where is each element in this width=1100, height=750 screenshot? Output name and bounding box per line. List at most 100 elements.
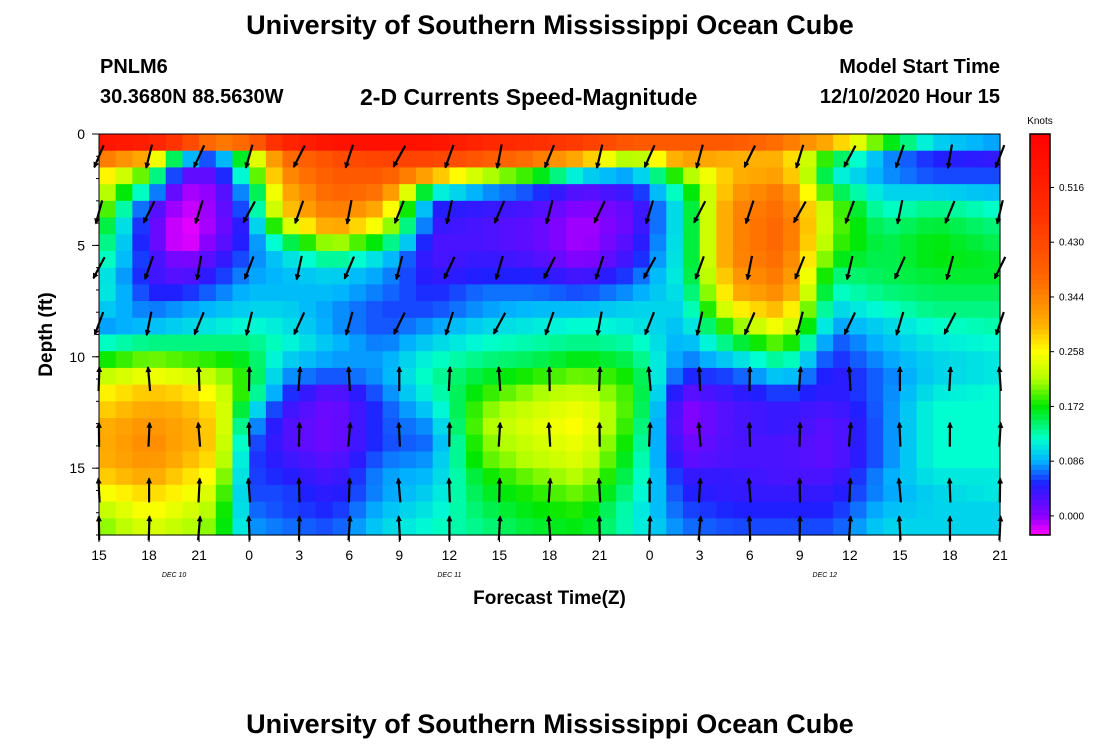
heatmap-cell — [99, 367, 117, 386]
heatmap-cell — [566, 367, 584, 386]
heatmap-cell — [849, 200, 868, 219]
heatmap-cell — [332, 134, 350, 152]
heatmap-cell — [199, 184, 217, 202]
heatmap-cell — [132, 334, 150, 352]
heatmap-cell — [432, 501, 450, 519]
current-arrow — [993, 256, 1007, 280]
heatmap-cell — [666, 200, 684, 219]
heatmap-cell — [332, 401, 350, 419]
heatmap-cell — [149, 217, 167, 235]
heatmap-cell — [165, 468, 184, 486]
heatmap-cell — [699, 484, 717, 503]
heatmap-cell — [165, 518, 184, 536]
heatmap-cell — [849, 217, 868, 235]
heatmap-cell — [349, 468, 367, 486]
heatmap-cell — [549, 434, 567, 453]
heatmap-cell — [582, 217, 601, 235]
heatmap-cell — [199, 484, 217, 503]
heatmap-cell — [532, 418, 551, 436]
heatmap-cell — [799, 301, 818, 319]
heatmap-cell — [616, 317, 634, 336]
current-arrow — [947, 366, 954, 392]
heatmap-cells — [98, 133, 1001, 536]
heatmap-cell — [616, 334, 634, 352]
heatmap-cell — [199, 317, 217, 336]
heatmap-cell — [365, 351, 384, 369]
heatmap-cell — [499, 451, 517, 469]
colorbar-segment — [1030, 294, 1050, 300]
heatmap-cell — [282, 367, 300, 386]
x-tick-label: 3 — [696, 547, 704, 563]
current-arrow — [896, 477, 903, 503]
heatmap-cell — [983, 134, 1001, 152]
heatmap-cell — [215, 217, 234, 235]
colorbar-segment — [1030, 159, 1050, 165]
heatmap-cell — [249, 367, 267, 386]
colorbar-segment — [1030, 154, 1050, 160]
heatmap-cell — [299, 284, 317, 302]
heatmap-cell — [616, 234, 634, 252]
heatmap-cell — [165, 501, 184, 519]
heatmap-cell — [249, 418, 267, 436]
heatmap-cell — [799, 401, 818, 419]
heatmap-cell — [933, 501, 951, 519]
colorbar-segment — [1030, 339, 1050, 346]
heatmap-cell — [833, 468, 851, 486]
heatmap-cell — [616, 167, 634, 185]
heatmap-cell — [416, 434, 434, 453]
heatmap-cell — [449, 418, 467, 436]
colorbar-segment — [1030, 264, 1050, 270]
heatmap-cell — [916, 200, 934, 219]
heatmap-cell — [332, 384, 350, 402]
heatmap-cell — [516, 200, 534, 219]
heatmap-cell — [666, 401, 684, 419]
x-tick-label: 0 — [646, 547, 654, 563]
heatmap-cell — [165, 434, 184, 453]
heatmap-cell — [516, 501, 534, 519]
heatmap-cell — [716, 317, 734, 336]
station-coordinates: 30.3680N 88.5630W — [100, 86, 284, 108]
heatmap-cell — [783, 200, 801, 219]
heatmap-cell — [282, 451, 300, 469]
colorbar-segment — [1030, 439, 1050, 446]
colorbar-segment — [1030, 524, 1050, 531]
heatmap-cell — [416, 468, 434, 486]
heatmap-cell — [482, 184, 501, 202]
heatmap-cell — [499, 334, 517, 352]
colorbar: 0.000 0.086 0.172 0.258 0.344 0.430 0.516 Knots — [1027, 116, 1084, 536]
heatmap-cell — [799, 284, 818, 302]
x-tick-label: 12 — [842, 547, 858, 563]
heatmap-cell — [983, 367, 1001, 386]
heatmap-cell — [933, 367, 951, 386]
heatmap-cell — [182, 184, 200, 202]
heatmap-cell — [766, 518, 784, 536]
heatmap-cell — [99, 434, 117, 453]
heatmap-cell — [816, 468, 834, 486]
current-arrow — [845, 255, 854, 281]
heatmap-cell — [966, 301, 984, 319]
colorbar-segment — [1030, 484, 1050, 491]
current-arrow — [245, 477, 252, 503]
heatmap-cell — [582, 200, 601, 219]
heatmap-cell — [99, 234, 117, 252]
colorbar-tick-label: 0.258 — [1059, 347, 1084, 358]
current-arrow — [544, 311, 555, 336]
heatmap-cell — [449, 484, 467, 503]
heatmap-cell — [916, 384, 934, 402]
colorbar-segment — [1030, 209, 1050, 215]
heatmap-cell — [365, 501, 384, 519]
heatmap-cell — [416, 267, 434, 285]
heatmap-cell — [649, 317, 667, 336]
heatmap-cell — [699, 150, 717, 169]
heatmap-cell — [716, 484, 734, 503]
heatmap-cell — [365, 367, 384, 386]
colorbar-segment — [1030, 184, 1050, 190]
heatmap-cell — [733, 418, 751, 436]
heatmap-cell — [215, 401, 234, 419]
heatmap-cell — [182, 334, 200, 352]
heatmap-cell — [783, 250, 801, 269]
heatmap-cell — [983, 267, 1001, 285]
heatmap-cell — [549, 200, 567, 219]
heatmap-cell — [466, 250, 484, 269]
heatmap-cell — [749, 250, 768, 269]
